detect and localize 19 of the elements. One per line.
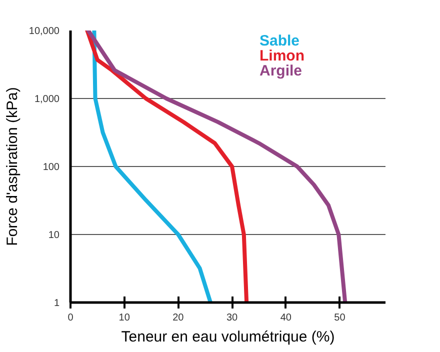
x-axis-title: Teneur en eau volumétrique (%) (121, 328, 335, 346)
line-series (85, 30, 249, 302)
y-tick-label: 10 (48, 230, 60, 241)
x-tick-label: 0 (68, 312, 74, 324)
text: Limon (260, 48, 304, 64)
line-series (86, 30, 348, 302)
y-tick-label: 10,000 (28, 26, 60, 37)
y-tick-label: 1 (54, 298, 60, 309)
x-tick-label: 50 (334, 312, 346, 324)
y-tick-label: 100 (42, 162, 60, 173)
y-tick-label: 1,000 (34, 94, 60, 105)
line-series (92, 30, 212, 302)
x-tick-label: 30 (226, 312, 238, 324)
y-axis-title: Force d'aspiration (kPa) (4, 87, 21, 246)
x-tick-label: 20 (172, 312, 184, 324)
text: Argile (260, 62, 302, 80)
x-tick-label: 40 (280, 312, 292, 324)
x-tick-label: 10 (118, 312, 130, 324)
text: Sable (260, 32, 300, 50)
